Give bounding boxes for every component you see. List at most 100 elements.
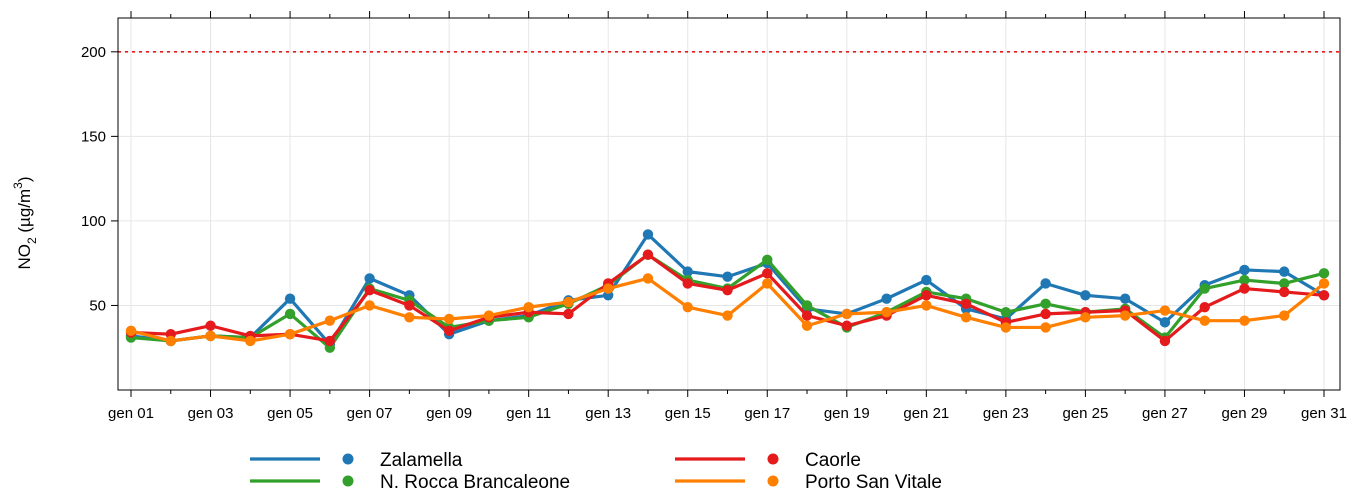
legend-item: Zalamella xyxy=(250,450,463,471)
data-point xyxy=(364,300,375,311)
data-point xyxy=(960,298,972,309)
y-tick-label: 150 xyxy=(81,128,106,145)
x-tick-label: gen 09 xyxy=(426,405,472,422)
data-point xyxy=(245,335,256,347)
data-point xyxy=(1119,310,1131,321)
data-point xyxy=(1040,278,1051,289)
legend-item: Caorle xyxy=(675,450,861,471)
data-point xyxy=(722,271,733,282)
series-layer xyxy=(125,229,1330,353)
data-point xyxy=(1199,315,1210,326)
plot-frame xyxy=(117,17,1341,391)
series-porto-san-vitale xyxy=(125,273,1330,347)
data-point xyxy=(284,293,296,304)
legend-item: Porto San Vitale xyxy=(675,472,942,492)
x-tick-label: gen 21 xyxy=(903,405,949,422)
x-tick-label: gen 01 xyxy=(108,405,154,422)
legend-item: N. Rocca Brancaleone xyxy=(250,472,570,492)
data-point xyxy=(1318,290,1330,301)
data-point xyxy=(642,273,654,284)
legend-marker xyxy=(342,453,354,465)
x-tick-label: gen 03 xyxy=(188,405,234,422)
data-point xyxy=(801,300,813,311)
legend-label: Porto San Vitale xyxy=(805,472,942,492)
data-point xyxy=(324,315,336,326)
data-point xyxy=(443,313,455,325)
data-point xyxy=(324,335,336,347)
data-point xyxy=(523,301,534,313)
legend-marker xyxy=(767,453,779,465)
data-point xyxy=(205,330,216,342)
y-tick-label: 100 xyxy=(81,213,106,230)
data-point xyxy=(125,325,137,337)
data-point xyxy=(563,296,574,308)
legend-label: N. Rocca Brancaleone xyxy=(380,472,570,492)
x-tick-label: gen 25 xyxy=(1062,405,1108,422)
data-point xyxy=(801,320,813,331)
data-point xyxy=(762,268,773,279)
data-point xyxy=(921,274,932,286)
data-point xyxy=(284,329,296,340)
legend-marker xyxy=(342,475,354,487)
data-point xyxy=(1199,283,1210,294)
x-tick-label: gen 27 xyxy=(1142,405,1188,422)
data-point xyxy=(722,310,733,321)
y-tick-label: 50 xyxy=(89,297,106,314)
data-point xyxy=(165,335,176,347)
data-point xyxy=(1119,293,1131,304)
data-point xyxy=(960,312,972,323)
data-point xyxy=(205,320,216,331)
data-point xyxy=(1080,290,1091,301)
axes: 50 100 150 200 gen 01 gen 03 gen 05 gen 07 gen 0… xyxy=(81,11,1347,422)
data-point xyxy=(1040,322,1051,333)
data-point xyxy=(642,249,654,260)
legend-label: Zalamella xyxy=(380,450,463,471)
data-point xyxy=(841,308,852,320)
grid xyxy=(118,18,1340,390)
data-point xyxy=(483,310,495,321)
y-tick-label: 200 xyxy=(81,44,106,61)
series-caorle xyxy=(125,249,1330,347)
x-tick-label: gen 31 xyxy=(1301,405,1347,422)
legend-label: Caorle xyxy=(805,450,861,471)
data-point xyxy=(1318,268,1330,279)
data-point xyxy=(722,285,733,296)
data-point xyxy=(1239,315,1250,326)
data-point xyxy=(404,300,415,311)
data-point xyxy=(1000,307,1012,318)
x-tick-label: gen 11 xyxy=(506,405,551,422)
data-point xyxy=(642,229,654,240)
data-point xyxy=(603,283,614,294)
data-point xyxy=(921,300,932,311)
data-point xyxy=(284,308,296,320)
data-point xyxy=(682,301,693,313)
data-point xyxy=(1279,286,1290,298)
x-tick-label: gen 19 xyxy=(824,405,870,422)
data-point xyxy=(1159,317,1171,328)
data-point xyxy=(404,312,415,323)
data-point xyxy=(762,278,773,289)
data-point xyxy=(1199,301,1210,313)
x-tick-label: gen 23 xyxy=(983,405,1029,422)
data-point xyxy=(1000,322,1012,333)
data-point xyxy=(1239,274,1250,286)
legend-marker xyxy=(767,475,779,487)
data-point xyxy=(801,310,813,321)
y-axis-title: NO2 (µg/m3) xyxy=(11,176,39,269)
x-tick-label: gen 07 xyxy=(347,405,393,422)
data-point xyxy=(1279,278,1290,289)
data-point xyxy=(563,308,574,320)
data-point xyxy=(841,320,852,331)
data-point xyxy=(1159,305,1171,316)
data-point xyxy=(1080,312,1091,323)
x-tick-label: gen 15 xyxy=(665,405,711,422)
data-point xyxy=(1040,308,1051,320)
data-point xyxy=(1239,264,1250,276)
data-point xyxy=(1279,310,1290,321)
x-tick-label: gen 17 xyxy=(744,405,790,422)
x-tick-label: gen 13 xyxy=(585,405,631,422)
series-line xyxy=(130,253,1325,350)
x-tick-label: gen 29 xyxy=(1222,405,1268,422)
